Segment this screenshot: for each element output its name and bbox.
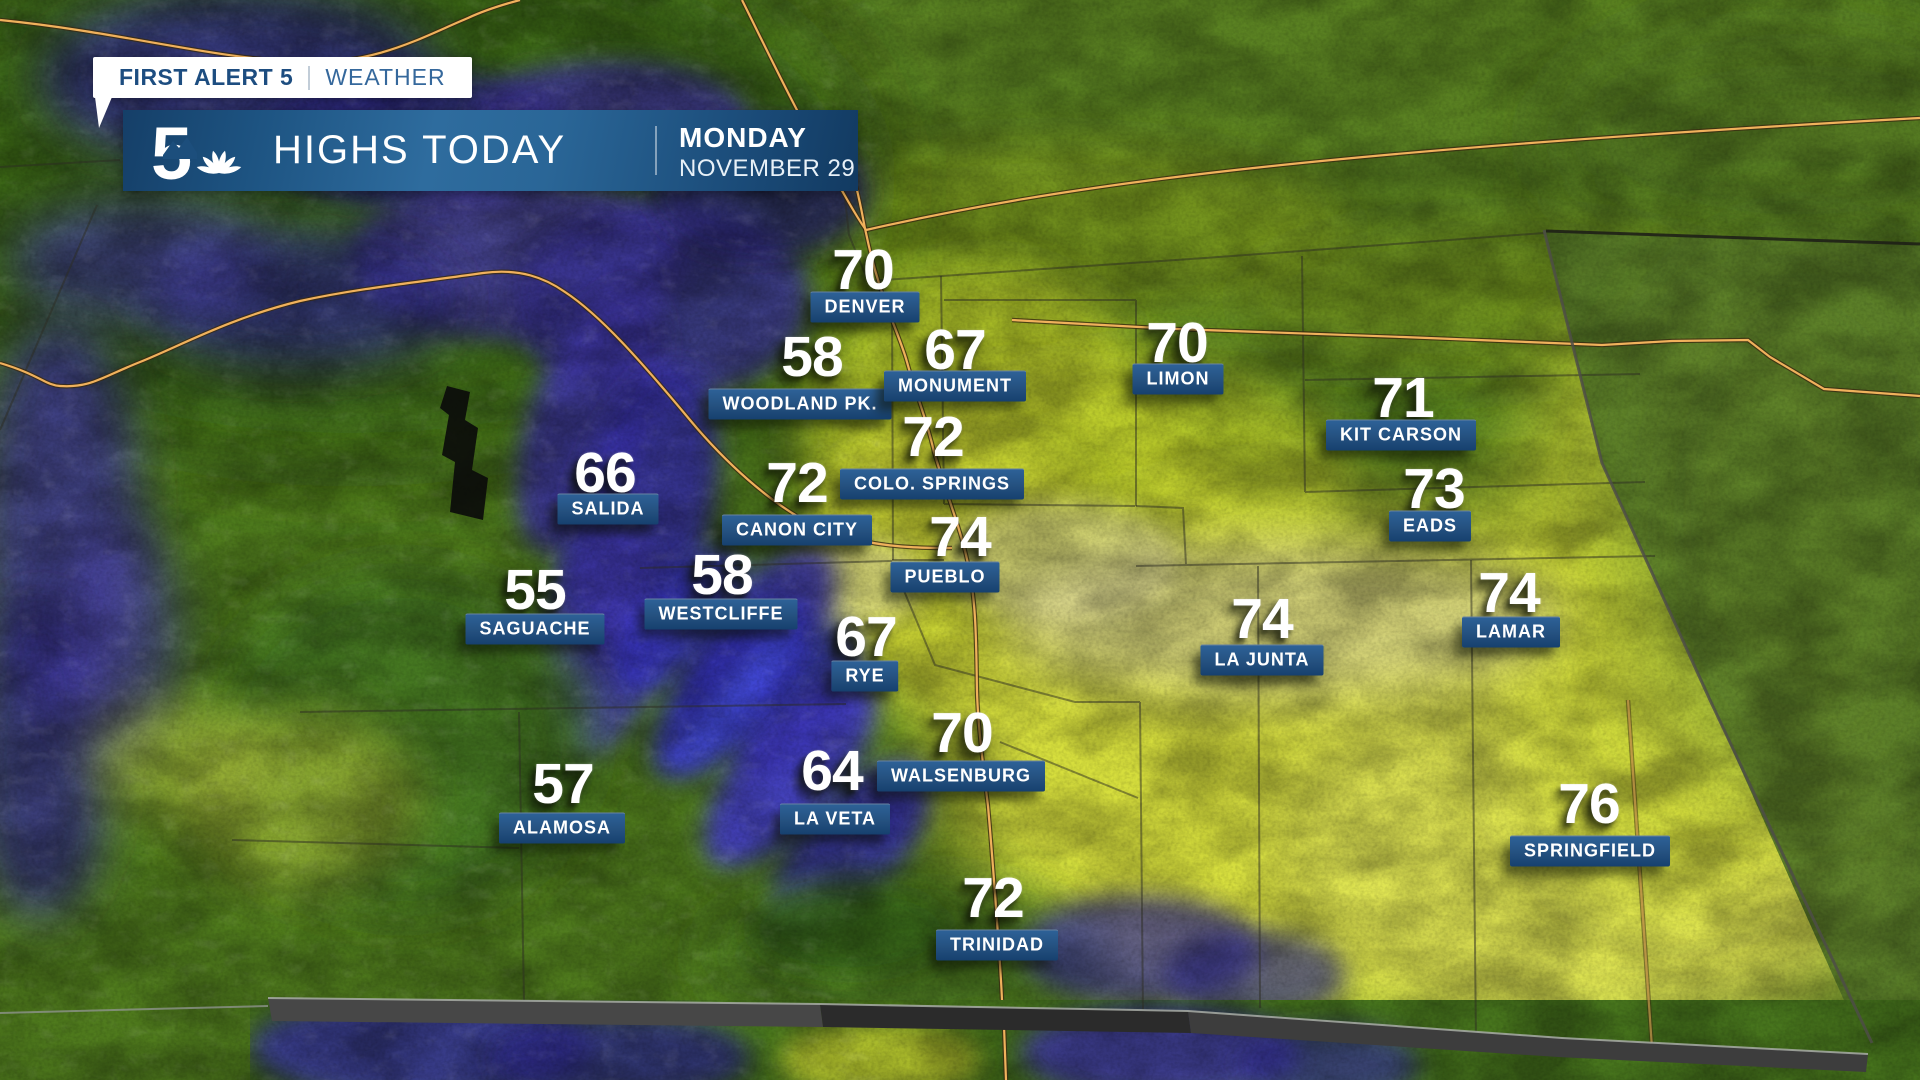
first-alert-banner: FIRST ALERT 5 WEATHER bbox=[93, 57, 472, 128]
banner-tail bbox=[95, 97, 112, 128]
station-temp: 58 bbox=[691, 543, 753, 607]
mountain-icon bbox=[163, 136, 197, 159]
station-temp: 55 bbox=[504, 558, 566, 622]
header-divider bbox=[655, 126, 657, 175]
station-5-logo: 5 bbox=[151, 115, 242, 187]
page-title: HIGHS TODAY bbox=[273, 128, 567, 172]
station-temp: 74 bbox=[929, 505, 991, 569]
station-city-label: LAMAR bbox=[1462, 616, 1560, 648]
station-city-label: LA JUNTA bbox=[1200, 644, 1324, 676]
station-city-label: LIMON bbox=[1132, 363, 1224, 395]
extruded-edge bbox=[267, 386, 1869, 1072]
station-city-label: TRINIDAD bbox=[936, 929, 1058, 961]
station-temp: 70 bbox=[931, 701, 993, 765]
station-city-label: WESTCLIFFE bbox=[644, 598, 798, 630]
state-border bbox=[1542, 229, 1874, 1044]
station-city-label: ALAMOSA bbox=[499, 812, 625, 844]
station-temp: 72 bbox=[902, 405, 964, 469]
station-city-label: SALIDA bbox=[557, 493, 659, 525]
date-label: NOVEMBER 29 bbox=[679, 155, 856, 182]
station-temp: 71 bbox=[1372, 366, 1434, 430]
station-temp: 72 bbox=[766, 451, 828, 515]
station-temp: 73 bbox=[1403, 457, 1465, 521]
station-temp: 70 bbox=[832, 238, 894, 302]
header-banner: 5 HIGHS TODAY MONDAY NOVEMBER 29 bbox=[123, 110, 858, 191]
station-temp: 74 bbox=[1231, 587, 1293, 651]
station-city-label: MONUMENT bbox=[884, 370, 1026, 402]
station-city-label: WOODLAND PK. bbox=[708, 388, 892, 420]
station-temp: 72 bbox=[962, 866, 1024, 930]
station-city-label: SAGUACHE bbox=[465, 613, 605, 645]
station-temp: 64 bbox=[801, 739, 863, 803]
peacock-icon bbox=[196, 150, 242, 174]
station-temp: 67 bbox=[835, 605, 897, 669]
date-block: MONDAY NOVEMBER 29 bbox=[679, 121, 855, 183]
station-city-label: DENVER bbox=[810, 291, 920, 323]
station-temp: 74 bbox=[1478, 561, 1540, 625]
station-city-label: WALSENBURG bbox=[877, 760, 1045, 792]
station-city-label: SPRINGFIELD bbox=[1509, 835, 1671, 867]
station-city-label: LA VETA bbox=[780, 803, 890, 835]
station-city-label: KIT CARSON bbox=[1326, 419, 1476, 451]
weather-section-label: WEATHER bbox=[325, 64, 446, 90]
terrain-cliff-edge bbox=[440, 386, 488, 520]
station-temp: 76 bbox=[1558, 772, 1620, 836]
station-temp: 58 bbox=[781, 325, 843, 389]
network-bug-label: FIRST ALERT 5 bbox=[119, 64, 294, 90]
station-city-label: CANON CITY bbox=[722, 514, 872, 546]
station-city-label: RYE bbox=[831, 660, 899, 692]
banner-divider bbox=[308, 65, 311, 90]
day-label: MONDAY bbox=[679, 122, 807, 153]
station-city-label: EADS bbox=[1388, 510, 1472, 542]
station-city-label: PUEBLO bbox=[890, 561, 1000, 593]
station-temp: 57 bbox=[532, 752, 594, 816]
station-city-label: COLO. SPRINGS bbox=[839, 468, 1025, 500]
